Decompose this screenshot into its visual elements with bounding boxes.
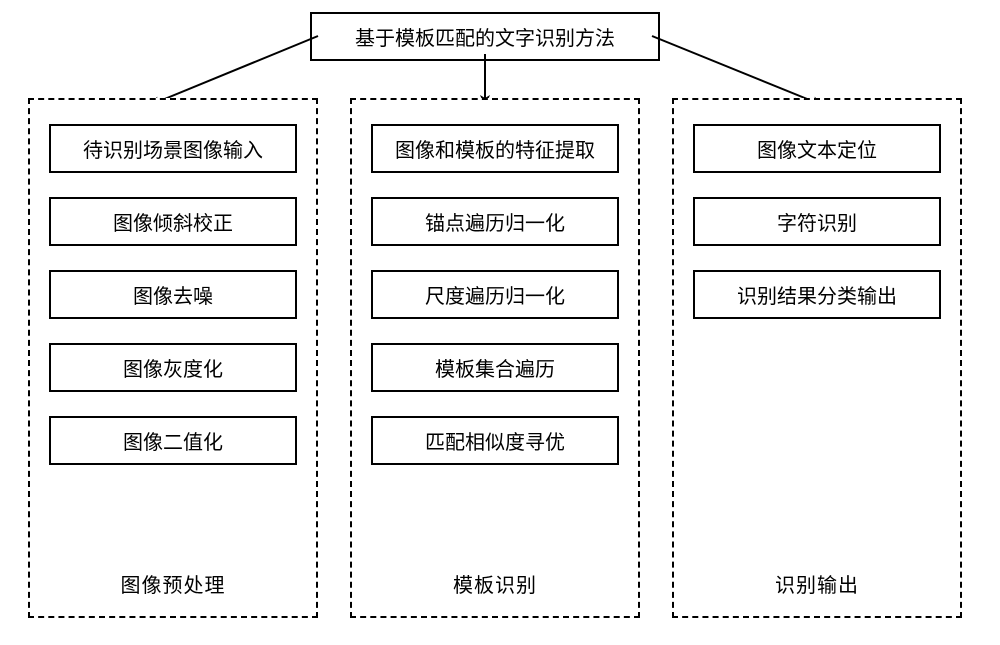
item-box: 图像文本定位 — [693, 124, 941, 173]
item-text: 模板集合遍历 — [435, 359, 555, 381]
column-0-label: 图像预处理 — [121, 551, 226, 598]
item-text: 图像二值化 — [123, 432, 223, 454]
item-text: 字符识别 — [777, 213, 857, 235]
item-box: 模板集合遍历 — [371, 343, 619, 392]
item-box: 图像去噪 — [49, 270, 297, 319]
item-box: 匹配相似度寻优 — [371, 416, 619, 465]
item-text: 待识别场景图像输入 — [83, 140, 263, 162]
column-2-label: 识别输出 — [775, 551, 859, 598]
column-1-label: 模板识别 — [453, 551, 537, 598]
item-box: 尺度遍历归一化 — [371, 270, 619, 319]
item-box: 锚点遍历归一化 — [371, 197, 619, 246]
root-title-box: 基于模板匹配的文字识别方法 — [310, 12, 660, 61]
item-text: 图像文本定位 — [757, 140, 877, 162]
item-text: 识别结果分类输出 — [737, 286, 897, 308]
item-text: 图像倾斜校正 — [113, 213, 233, 235]
column-template: 图像和模板的特征提取 锚点遍历归一化 尺度遍历归一化 模板集合遍历 匹配相似度寻… — [350, 98, 640, 618]
item-box: 字符识别 — [693, 197, 941, 246]
item-text: 图像去噪 — [133, 286, 213, 308]
item-text: 锚点遍历归一化 — [425, 213, 565, 235]
item-box: 图像灰度化 — [49, 343, 297, 392]
item-box: 图像倾斜校正 — [49, 197, 297, 246]
item-text: 尺度遍历归一化 — [425, 286, 565, 308]
column-2-items: 图像文本定位 字符识别 识别结果分类输出 — [692, 124, 942, 319]
item-text: 匹配相似度寻优 — [425, 432, 565, 454]
item-text: 图像和模板的特征提取 — [395, 140, 595, 162]
item-box: 待识别场景图像输入 — [49, 124, 297, 173]
item-box: 图像二值化 — [49, 416, 297, 465]
column-preprocess: 待识别场景图像输入 图像倾斜校正 图像去噪 图像灰度化 图像二值化 图像预处理 — [28, 98, 318, 618]
column-0-items: 待识别场景图像输入 图像倾斜校正 图像去噪 图像灰度化 图像二值化 — [48, 124, 298, 465]
root-title-text: 基于模板匹配的文字识别方法 — [355, 28, 615, 50]
item-box: 图像和模板的特征提取 — [371, 124, 619, 173]
column-1-items: 图像和模板的特征提取 锚点遍历归一化 尺度遍历归一化 模板集合遍历 匹配相似度寻… — [370, 124, 620, 465]
item-box: 识别结果分类输出 — [693, 270, 941, 319]
item-text: 图像灰度化 — [123, 359, 223, 381]
column-output: 图像文本定位 字符识别 识别结果分类输出 识别输出 — [672, 98, 962, 618]
